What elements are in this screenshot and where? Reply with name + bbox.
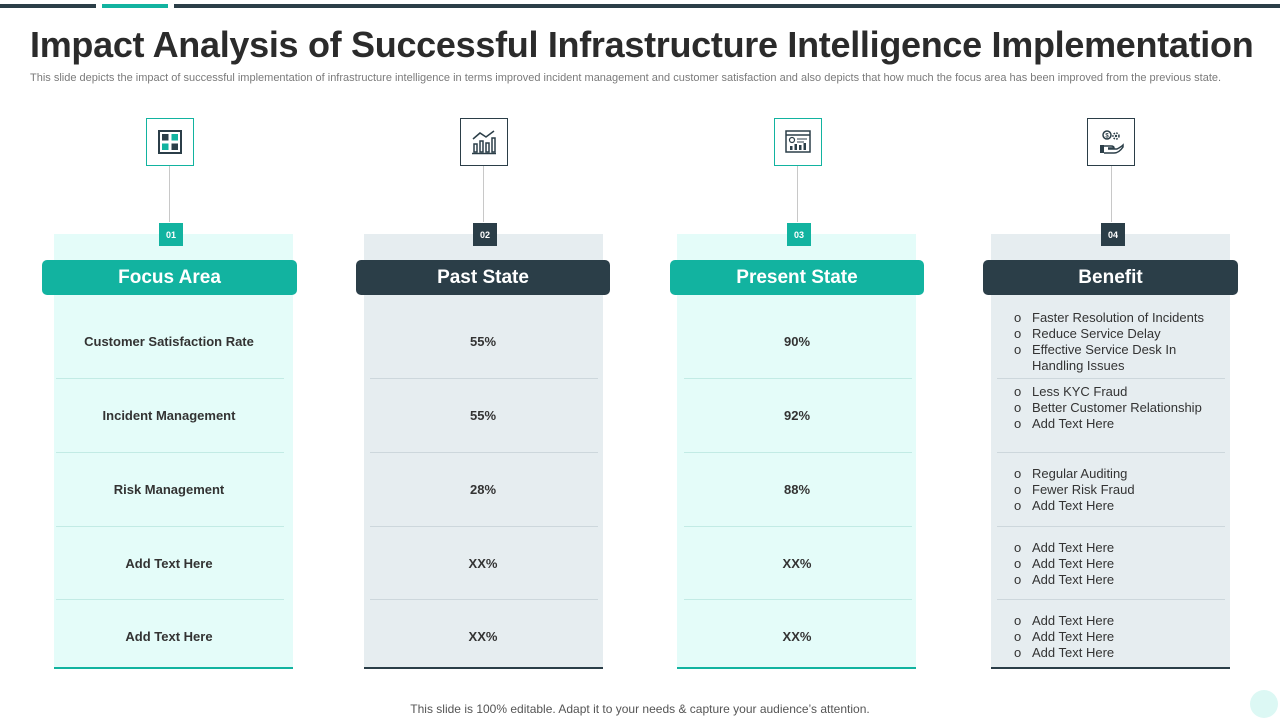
benefit-item: Effective Service Desk In Handling Issue… bbox=[1010, 342, 1220, 374]
present-state-column bbox=[677, 234, 916, 669]
svg-text:$: $ bbox=[1105, 134, 1109, 140]
benefit-item: Add Text Here bbox=[1010, 629, 1220, 645]
benefit-item: Add Text Here bbox=[1010, 556, 1220, 572]
past-state-column bbox=[364, 234, 603, 669]
slide-title: Impact Analysis of Successful Infrastruc… bbox=[30, 24, 1254, 65]
present-state-cell: XX% bbox=[782, 628, 812, 644]
window-grid-icon bbox=[146, 118, 194, 166]
connector-line bbox=[797, 166, 798, 222]
row-divider bbox=[370, 378, 598, 379]
row-divider bbox=[684, 599, 912, 600]
benefit-list: Add Text Here Add Text Here Add Text Her… bbox=[1010, 613, 1220, 661]
row-divider bbox=[684, 378, 912, 379]
column-number-badge: 01 bbox=[159, 223, 183, 246]
top-accent-bar-3 bbox=[174, 4, 1280, 8]
dashboard-chart-icon bbox=[774, 118, 822, 166]
row-divider bbox=[56, 599, 284, 600]
benefit-item: Better Customer Relationship bbox=[1010, 400, 1220, 416]
row-divider bbox=[997, 526, 1225, 527]
row-divider bbox=[684, 526, 912, 527]
column-number-badge: 02 bbox=[473, 223, 497, 246]
present-state-cell: 88% bbox=[783, 482, 811, 497]
connector-line bbox=[483, 166, 484, 222]
row-divider bbox=[56, 378, 284, 379]
focus-area-cell: Add Text Here bbox=[125, 555, 213, 571]
past-state-cell: 55% bbox=[469, 334, 497, 349]
slide-subtitle: This slide depicts the impact of success… bbox=[30, 72, 1222, 84]
focus-area-cell: Incident Management bbox=[102, 408, 236, 423]
connector-line bbox=[169, 166, 170, 222]
column-number-badge: 03 bbox=[787, 223, 811, 246]
benefit-list: Add Text Here Add Text Here Add Text Her… bbox=[1010, 540, 1220, 588]
benefit-item: Less KYC Fraud bbox=[1010, 384, 1220, 400]
row-divider bbox=[684, 452, 912, 453]
row-divider bbox=[370, 526, 598, 527]
hand-coin-gear-icon: $ bbox=[1087, 118, 1135, 166]
present-state-cell: XX% bbox=[782, 555, 812, 571]
row-divider bbox=[370, 599, 598, 600]
focus-area-cell: Risk Management bbox=[113, 482, 225, 497]
present-state-cell: 92% bbox=[783, 408, 811, 423]
row-divider bbox=[56, 526, 284, 527]
corner-decoration bbox=[1250, 690, 1278, 718]
benefit-item: Add Text Here bbox=[1010, 540, 1220, 556]
benefit-item: Faster Resolution of Incidents bbox=[1010, 310, 1220, 326]
benefit-item: Add Text Here bbox=[1010, 498, 1220, 514]
slide-footer: This slide is 100% editable. Adapt it to… bbox=[410, 702, 870, 716]
focus-area-cell: Customer Satisfaction Rate bbox=[84, 334, 254, 349]
row-divider bbox=[56, 452, 284, 453]
present-state-cell: 90% bbox=[783, 334, 811, 349]
benefit-item: Regular Auditing bbox=[1010, 466, 1220, 482]
past-state-cell: 55% bbox=[469, 408, 497, 423]
benefit-list: Faster Resolution of Incidents Reduce Se… bbox=[1010, 310, 1220, 374]
focus-area-column bbox=[54, 234, 293, 669]
row-divider bbox=[997, 599, 1225, 600]
focus-area-header: Focus Area bbox=[42, 260, 297, 295]
past-state-cell: XX% bbox=[468, 628, 498, 644]
benefit-column bbox=[991, 234, 1230, 669]
benefit-header: Benefit bbox=[983, 260, 1238, 295]
focus-area-cell: Add Text Here bbox=[125, 628, 213, 644]
top-accent-bar-2 bbox=[102, 4, 168, 8]
benefit-item: Reduce Service Delay bbox=[1010, 326, 1220, 342]
column-number-badge: 04 bbox=[1101, 223, 1125, 246]
present-state-header: Present State bbox=[670, 260, 924, 295]
benefit-list: Regular Auditing Fewer Risk Fraud Add Te… bbox=[1010, 466, 1220, 514]
row-divider bbox=[997, 452, 1225, 453]
benefit-item: Add Text Here bbox=[1010, 572, 1220, 588]
connector-line bbox=[1111, 166, 1112, 222]
row-divider bbox=[370, 452, 598, 453]
benefit-item: Add Text Here bbox=[1010, 416, 1220, 432]
benefit-item: Add Text Here bbox=[1010, 645, 1220, 661]
benefit-item: Fewer Risk Fraud bbox=[1010, 482, 1220, 498]
growth-chart-icon bbox=[460, 118, 508, 166]
benefit-list: Less KYC Fraud Better Customer Relations… bbox=[1010, 384, 1220, 432]
benefit-item: Add Text Here bbox=[1010, 613, 1220, 629]
past-state-cell: 28% bbox=[469, 482, 497, 497]
past-state-cell: XX% bbox=[468, 555, 498, 571]
past-state-header: Past State bbox=[356, 260, 610, 295]
top-accent-bar-1 bbox=[0, 4, 96, 8]
row-divider bbox=[997, 378, 1225, 379]
